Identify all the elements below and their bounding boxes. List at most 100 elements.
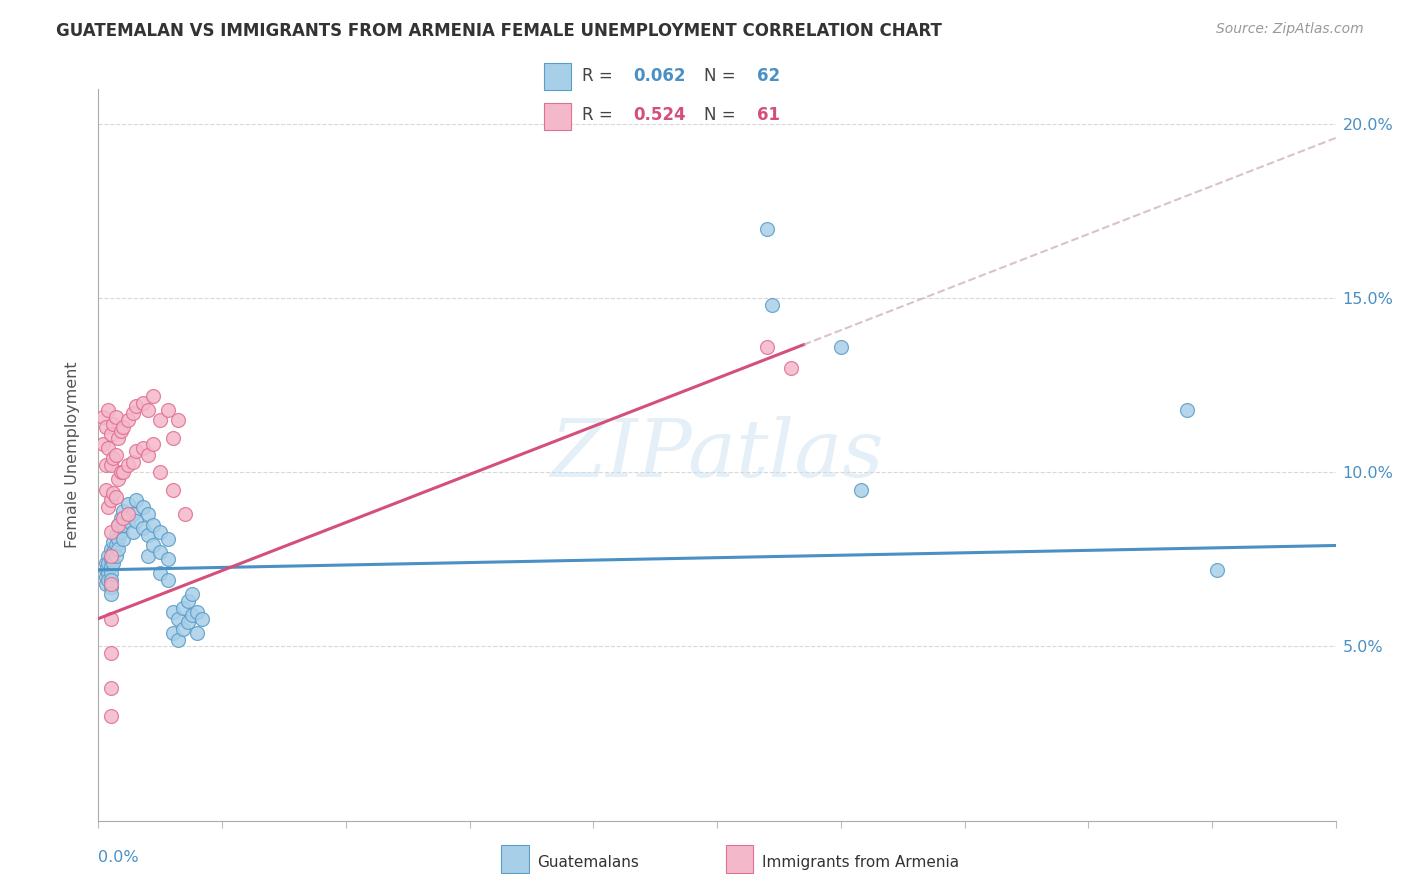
- Point: [103, 535, 125, 549]
- Point: [100, 541, 122, 556]
- Point: [110, 424, 132, 438]
- Point: [124, 399, 146, 413]
- Point: [176, 615, 198, 629]
- Point: [136, 402, 159, 417]
- Point: [100, 576, 122, 591]
- Point: [94, 570, 117, 584]
- Point: [156, 574, 179, 588]
- Point: [97, 441, 120, 455]
- Point: [122, 524, 145, 539]
- Point: [97, 574, 120, 588]
- Point: [103, 486, 125, 500]
- Point: [162, 625, 184, 640]
- Point: [97, 402, 120, 417]
- Point: [142, 437, 165, 451]
- Y-axis label: Female Unemployment: Female Unemployment: [65, 361, 80, 549]
- Point: [124, 444, 146, 458]
- Point: [136, 507, 159, 521]
- Point: [117, 507, 139, 521]
- Text: GUATEMALAN VS IMMIGRANTS FROM ARMENIA FEMALE UNEMPLOYMENT CORRELATION CHART: GUATEMALAN VS IMMIGRANTS FROM ARMENIA FE…: [56, 22, 942, 40]
- Point: [181, 608, 204, 623]
- Point: [97, 500, 120, 515]
- Point: [132, 441, 155, 455]
- Point: [136, 549, 159, 563]
- Point: [93, 437, 115, 451]
- Text: N =: N =: [704, 68, 741, 86]
- Point: [100, 709, 122, 723]
- Point: [176, 594, 198, 608]
- Point: [149, 466, 172, 480]
- Point: [100, 549, 122, 563]
- Text: Source: ZipAtlas.com: Source: ZipAtlas.com: [1216, 22, 1364, 37]
- Point: [136, 448, 159, 462]
- Point: [149, 566, 172, 581]
- Point: [103, 451, 125, 466]
- Text: Immigrants from Armenia: Immigrants from Armenia: [762, 855, 959, 870]
- Text: 0.062: 0.062: [633, 68, 686, 86]
- Point: [93, 409, 115, 424]
- Point: [94, 556, 117, 570]
- Point: [162, 430, 184, 444]
- Text: N =: N =: [704, 106, 741, 124]
- Point: [156, 532, 179, 546]
- Point: [100, 493, 122, 508]
- Point: [132, 395, 155, 409]
- Point: [107, 532, 129, 546]
- FancyBboxPatch shape: [501, 845, 529, 872]
- Text: R =: R =: [582, 106, 619, 124]
- Point: [100, 427, 122, 442]
- Point: [122, 455, 145, 469]
- Point: [780, 360, 803, 375]
- Point: [162, 605, 184, 619]
- Point: [104, 539, 127, 553]
- FancyBboxPatch shape: [544, 62, 571, 90]
- Point: [849, 483, 872, 497]
- Point: [100, 566, 122, 581]
- Point: [107, 517, 129, 532]
- Text: 62: 62: [756, 68, 780, 86]
- Point: [103, 556, 125, 570]
- Point: [162, 483, 184, 497]
- Text: Guatemalans: Guatemalans: [537, 855, 638, 870]
- Point: [110, 510, 132, 524]
- Point: [1175, 402, 1198, 417]
- Point: [100, 458, 122, 473]
- Point: [112, 517, 135, 532]
- Point: [132, 521, 155, 535]
- Point: [1206, 563, 1229, 577]
- Point: [172, 622, 194, 636]
- Point: [112, 532, 135, 546]
- Point: [104, 549, 127, 563]
- Point: [97, 556, 120, 570]
- Point: [156, 552, 179, 566]
- Text: 61: 61: [756, 106, 780, 124]
- Point: [107, 541, 129, 556]
- Point: [181, 587, 204, 601]
- Point: [142, 517, 165, 532]
- Point: [100, 524, 122, 539]
- Point: [104, 490, 127, 504]
- Point: [142, 389, 165, 403]
- Point: [149, 413, 172, 427]
- Point: [97, 566, 120, 581]
- Point: [761, 298, 783, 312]
- Point: [149, 524, 172, 539]
- Point: [104, 448, 127, 462]
- Point: [117, 514, 139, 528]
- Point: [156, 402, 179, 417]
- Point: [136, 528, 159, 542]
- Point: [104, 409, 127, 424]
- Point: [107, 472, 129, 486]
- Point: [100, 587, 122, 601]
- Point: [94, 563, 117, 577]
- Point: [110, 524, 132, 539]
- Point: [117, 458, 139, 473]
- Point: [172, 601, 194, 615]
- Point: [112, 420, 135, 434]
- Point: [755, 340, 778, 354]
- Point: [100, 647, 122, 661]
- Point: [124, 493, 146, 508]
- Text: ZIPatlas: ZIPatlas: [550, 417, 884, 493]
- Point: [186, 625, 208, 640]
- Point: [104, 528, 127, 542]
